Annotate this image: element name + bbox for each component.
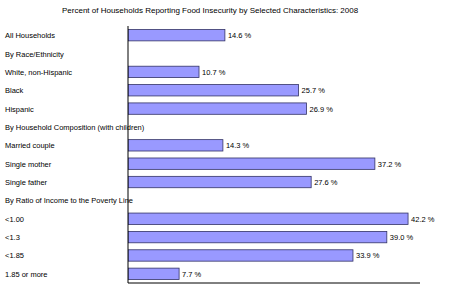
data-label: 39.0 %: [390, 233, 414, 242]
category-label: <1.00: [5, 215, 24, 224]
bar: [128, 85, 299, 96]
bar: [128, 103, 307, 114]
data-label: 26.9 %: [310, 105, 334, 114]
bar: [128, 29, 225, 40]
category-label: Single mother: [5, 160, 52, 169]
data-label: 14.6 %: [228, 31, 252, 40]
bar: [128, 140, 223, 151]
chart: Percent of Households Reporting Food Ins…: [0, 0, 450, 287]
bar: [128, 158, 375, 169]
bar: [128, 268, 179, 279]
bar: [128, 213, 408, 224]
category-label: Single father: [5, 178, 48, 187]
labels: All Households 14.6 % By Race/Ethnicity Whi…: [5, 31, 435, 279]
category-label: White, non-Hispanic: [5, 68, 72, 77]
category-label: By Ratio of Income to the Poverty Line: [5, 196, 133, 205]
category-label: By Household Composition (with children): [5, 123, 145, 132]
category-label: 1.85 or more: [5, 270, 48, 279]
x-axis: [128, 283, 420, 284]
bar: [128, 250, 353, 261]
category-label: <1.3: [5, 233, 20, 242]
category-label: By Race/Ethnicity: [5, 50, 64, 59]
data-label: 25.7 %: [302, 86, 326, 95]
category-label: All Households: [5, 31, 55, 40]
data-label: 14.3 %: [226, 141, 250, 150]
data-label: 7.7 %: [182, 270, 202, 279]
category-label: <1.85: [5, 251, 24, 260]
chart-container: Percent of Households Reporting Food Ins…: [0, 0, 450, 287]
y-axis: [128, 26, 129, 283]
category-label: Hispanic: [5, 105, 34, 114]
data-label: 10.7 %: [202, 68, 226, 77]
bar: [128, 66, 199, 77]
category-label: Black: [5, 86, 24, 95]
data-label: 42.2 %: [411, 215, 435, 224]
data-label: 33.9 %: [356, 251, 380, 260]
bar: [128, 176, 311, 187]
bar: [128, 231, 387, 242]
bars: [128, 29, 408, 279]
data-label: 27.6 %: [314, 178, 338, 187]
category-label: Married couple: [5, 141, 55, 150]
data-label: 37.2 %: [378, 160, 402, 169]
title: Percent of Households Reporting Food Ins…: [62, 6, 359, 15]
